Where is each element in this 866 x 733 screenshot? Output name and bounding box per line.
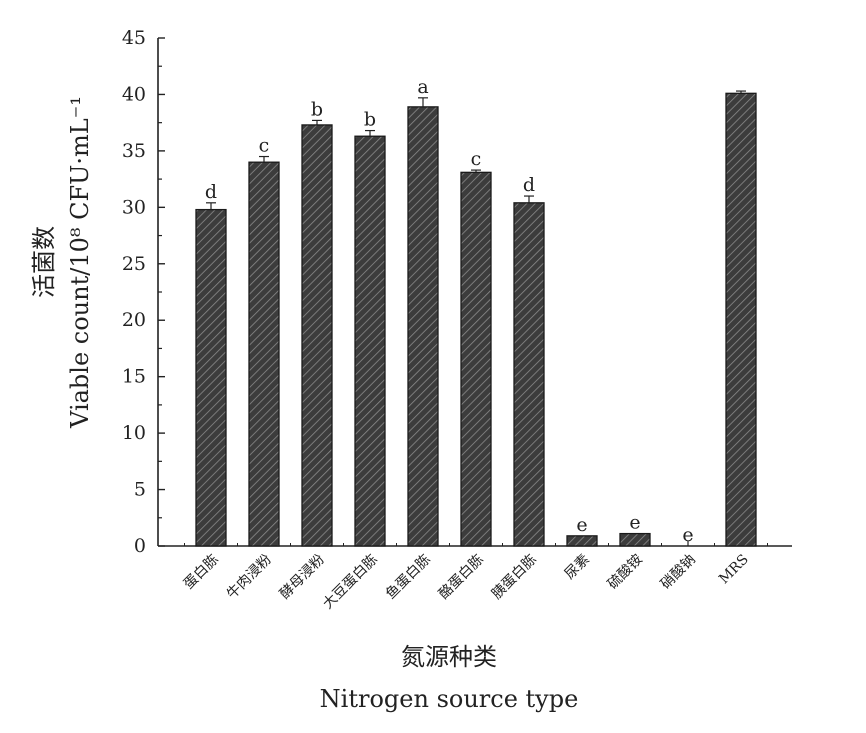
- significance-labels: d c b b a c d e e e: [205, 76, 694, 546]
- y-tick-label: 35: [122, 140, 146, 162]
- significance-label: e: [629, 512, 640, 534]
- y-tick-label: 30: [122, 196, 146, 218]
- significance-label: c: [471, 148, 482, 170]
- y-tick-label: 10: [122, 422, 146, 444]
- category-label: 蛋白胨: [181, 552, 222, 593]
- bar: [301, 124, 333, 547]
- y-tick-label: 45: [122, 27, 146, 49]
- y-axis-title: Viable count/10⁸ CFU·mL⁻¹: [66, 96, 94, 429]
- significance-label: d: [205, 181, 217, 203]
- category-label: 胰蛋白胨: [489, 552, 540, 603]
- y-axis-title-cn: 活菌数: [30, 226, 58, 298]
- category-label: 大豆蛋白胨: [320, 552, 381, 613]
- bar: [195, 208, 227, 547]
- y-axis: 0 5 10 15 20 25 30 35 40 45: [122, 27, 165, 557]
- bar: [407, 106, 439, 547]
- significance-label: e: [576, 514, 587, 536]
- category-label: 硫酸铵: [605, 552, 646, 593]
- significance-label: e: [682, 524, 693, 546]
- bar: [619, 532, 651, 547]
- category-label: 牛肉浸粉: [224, 552, 275, 603]
- y-tick-label: 15: [122, 366, 146, 388]
- error-bars: [206, 90, 746, 210]
- category-label: 酵母浸粉: [277, 552, 328, 603]
- category-label: MRS: [716, 552, 752, 588]
- significance-label: b: [364, 109, 376, 131]
- category-label: 酪蛋白胨: [436, 552, 487, 603]
- y-tick-label: 0: [134, 535, 146, 557]
- y-tick-label: 25: [122, 253, 146, 275]
- x-axis-title: Nitrogen source type: [320, 685, 579, 713]
- bars: [195, 92, 757, 547]
- x-axis-title-cn: 氮源种类: [401, 643, 497, 671]
- bar: [513, 202, 545, 547]
- y-tick-label: 20: [122, 309, 146, 331]
- significance-label: a: [417, 76, 428, 98]
- significance-label: d: [523, 174, 535, 196]
- category-label: 硝酸钠: [658, 552, 699, 593]
- significance-label: c: [259, 135, 270, 157]
- significance-label: b: [311, 98, 323, 120]
- bar: [354, 135, 386, 547]
- bar: [248, 161, 280, 547]
- y-tick-label: 40: [122, 83, 146, 105]
- bar: [460, 171, 492, 547]
- y-tick-label: 5: [134, 479, 146, 501]
- category-label: 尿素: [562, 552, 593, 583]
- category-label: 鱼蛋白胨: [382, 551, 434, 603]
- bar: [725, 92, 757, 547]
- bar: [566, 535, 598, 547]
